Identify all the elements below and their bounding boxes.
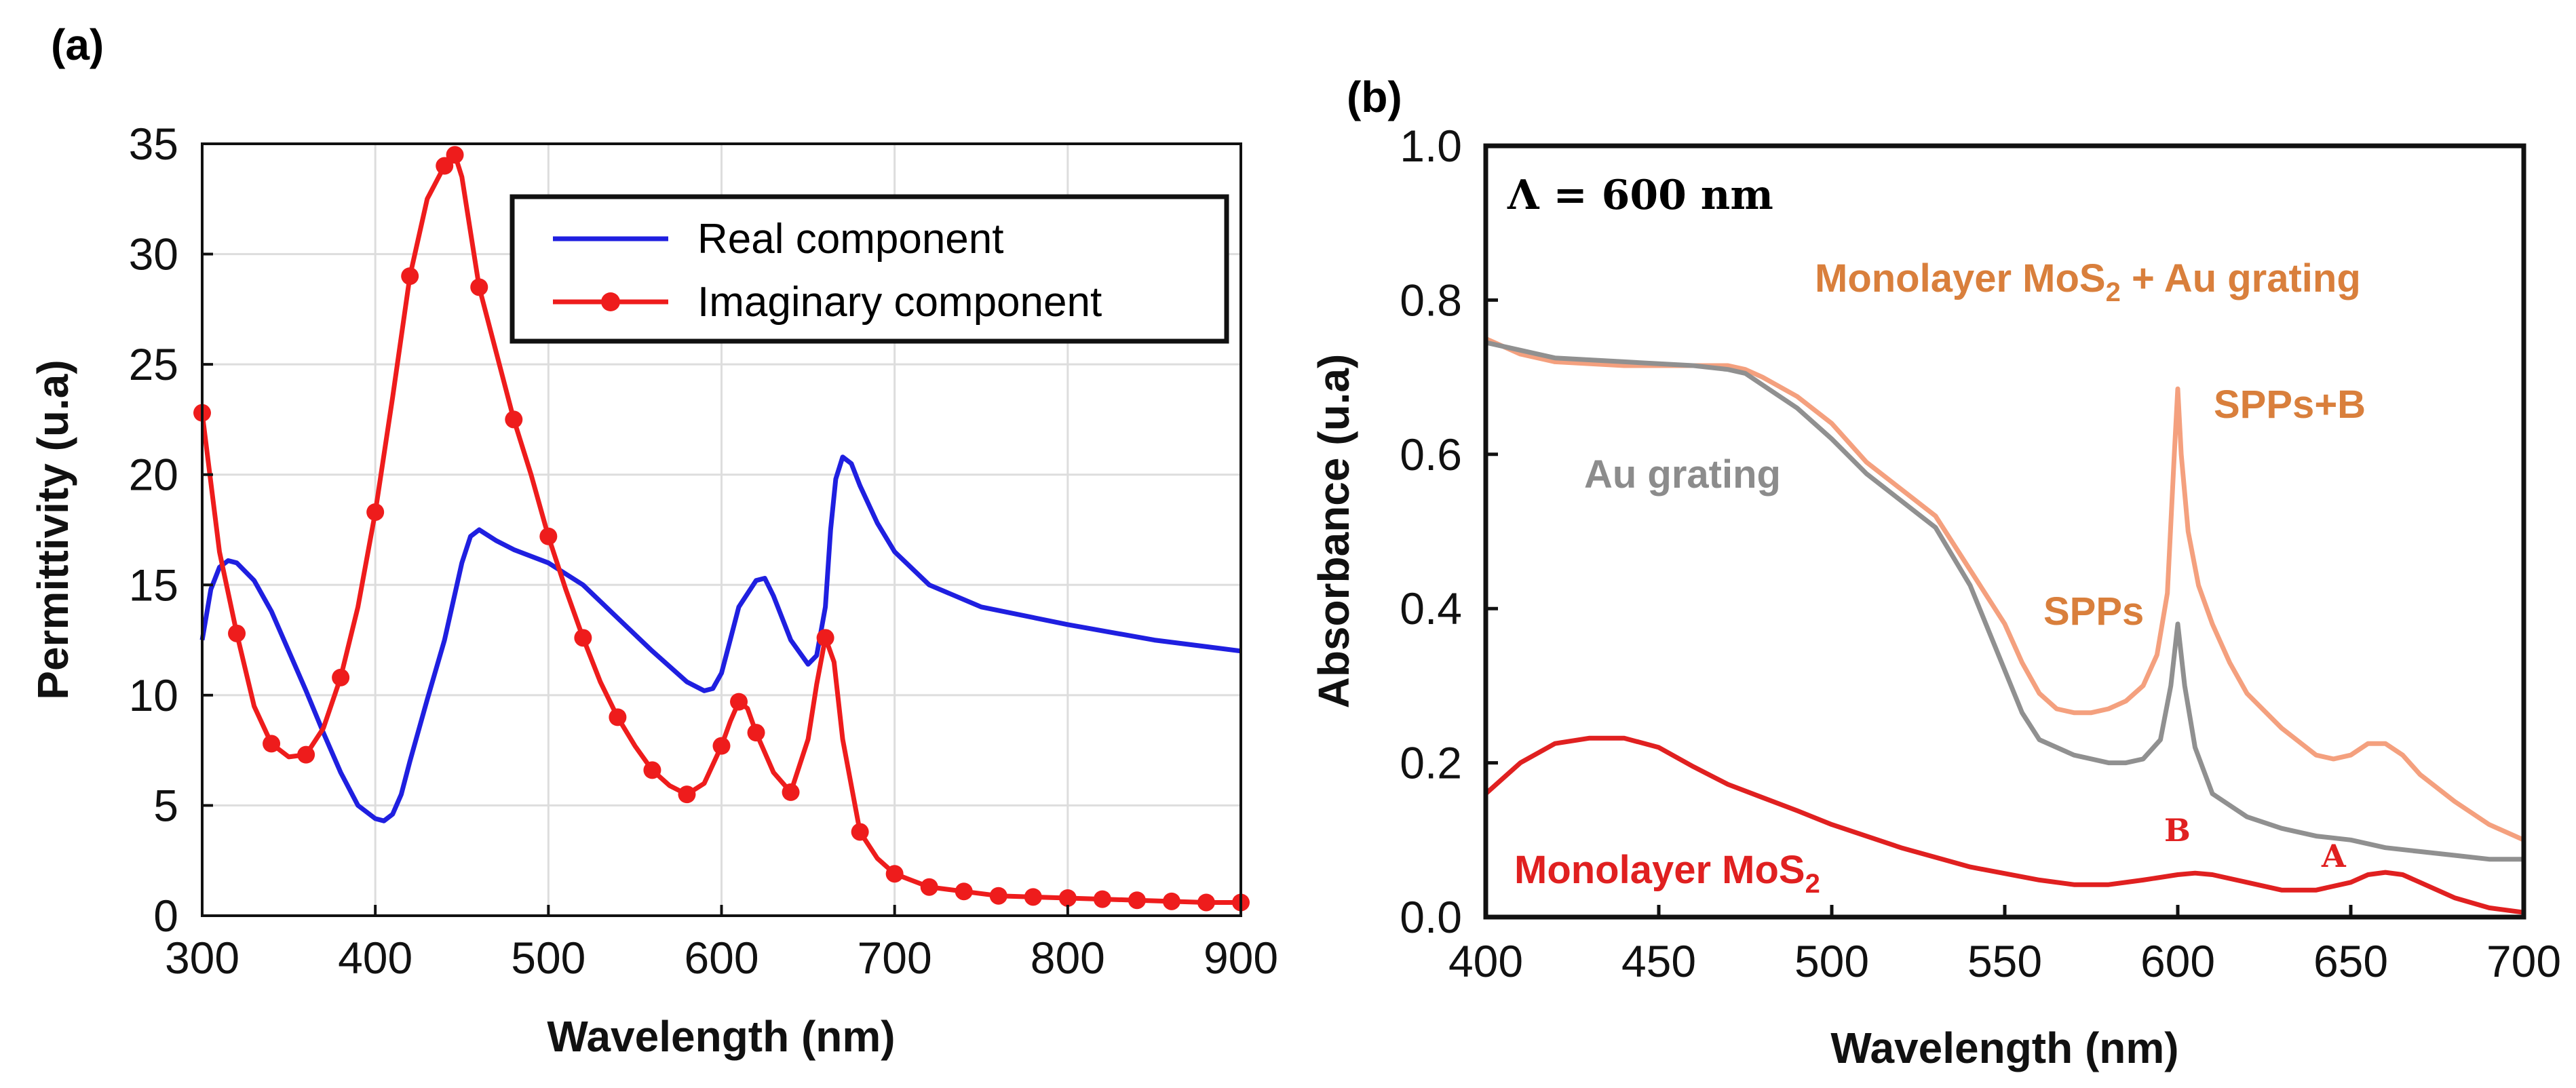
b-ann-mos2-sub: 2	[1805, 869, 1820, 899]
a-imag-marker	[436, 157, 454, 175]
a-imag-marker	[505, 410, 523, 429]
a-xtick-label: 600	[684, 933, 758, 983]
b-xtick-label: 550	[1967, 936, 2042, 986]
b-ticks: 400 450 500 550 600 650 700 0.0 0.2 0.4 0.6 0.8 1.0	[1400, 121, 2561, 986]
a-imag-marker	[782, 783, 800, 801]
a-imag-marker	[1093, 890, 1111, 908]
b-ann-mos2: Monolayer MoS2	[1514, 848, 1820, 899]
a-imag-marker	[228, 624, 246, 642]
a-imag-marker	[366, 503, 385, 521]
a-ticks: 300 400 500 600 700 800 900 0 5 10 15 20 25 30 35	[129, 119, 1278, 983]
a-imag-marker	[989, 887, 1007, 905]
b-ytick-label: 1.0	[1400, 121, 1462, 171]
a-xtick-label: 300	[165, 933, 239, 983]
a-xtick-label: 500	[511, 933, 585, 983]
b-xlabel: Wavelength (nm)	[1830, 1024, 2178, 1072]
a-xtick-label: 800	[1031, 933, 1105, 983]
a-imag-marker	[1162, 892, 1180, 910]
a-imag-marker	[816, 629, 834, 647]
a-ytick-label: 25	[129, 339, 178, 389]
b-inset-text: Λ = 600 nm	[1507, 172, 1773, 219]
b-xtick-label: 650	[2313, 936, 2388, 986]
b-ann-mos2-au-sub: 2	[2106, 277, 2121, 307]
panel-b: (b) 400 450 500 550 600 650 700 0.0 0.2 0.4 0.6 0.8…	[1309, 73, 2561, 1072]
a-imag-marker	[1128, 891, 1146, 910]
a-legend-real-label: Real component	[697, 216, 1004, 263]
b-xtick-label: 400	[1448, 936, 1523, 986]
a-ytick-label: 30	[129, 229, 178, 279]
a-ytick-label: 5	[153, 780, 178, 830]
a-xtick-label: 900	[1204, 933, 1278, 983]
b-series	[1484, 336, 2525, 915]
a-legend-imag-marker	[601, 292, 620, 311]
b-ann-a-peak: A	[2321, 838, 2347, 874]
a-imag-marker	[643, 761, 661, 779]
a-xtick-label: 400	[338, 933, 412, 983]
a-ytick-label: 10	[129, 670, 178, 720]
a-imag-marker	[1058, 889, 1077, 907]
a-ytick-label: 0	[153, 891, 178, 941]
panel-a-label: (a)	[51, 20, 104, 69]
b-au-grating-line	[1485, 340, 2524, 862]
a-ytick-label: 35	[129, 119, 178, 169]
b-ann-b-peak: B	[2164, 812, 2191, 849]
a-imag-marker	[1024, 888, 1042, 906]
b-ytick-label: 0.6	[1400, 429, 1462, 480]
a-imag-marker	[1197, 893, 1215, 912]
a-imag-marker	[539, 527, 558, 545]
a-imag-marker	[401, 267, 419, 286]
a-ylabel: Permittivity (u.a)	[28, 360, 77, 699]
a-imag-marker	[851, 823, 869, 841]
b-ytick-label: 0.0	[1400, 892, 1462, 942]
panel-a: (a) 300 400 500 600 700 800 90005101520253035 …	[28, 20, 1278, 1061]
a-imag-marker	[678, 785, 696, 804]
b-ann-au-grating: Au grating	[1584, 452, 1781, 497]
a-imag-marker	[885, 865, 904, 883]
b-mos2-au-line	[1484, 336, 2525, 842]
b-ann-mos2-au: Monolayer MoS2 + Au grating	[1815, 256, 2361, 307]
a-imag-marker	[332, 668, 350, 686]
b-ann-spps-b: SPPs+B	[2214, 383, 2366, 427]
panel-b-label: (b)	[1347, 73, 1402, 121]
a-ytick-label: 20	[129, 450, 178, 500]
a-imag-marker	[446, 146, 464, 164]
b-ann-mos2-main: Monolayer MoS	[1514, 848, 1805, 892]
b-xtick-label: 500	[1794, 936, 1869, 986]
a-real-line	[199, 454, 1242, 823]
a-xlabel: Wavelength (nm)	[547, 1012, 895, 1061]
a-imag-marker	[609, 708, 627, 726]
a-imag-marker	[470, 278, 488, 296]
b-ytick-label: 0.2	[1400, 738, 1462, 788]
b-xtick-label: 700	[2486, 936, 2561, 986]
a-xtick-label: 700	[858, 933, 932, 983]
a-imag-marker	[955, 882, 973, 901]
b-ann-mos2-au-suffix: + Au grating	[2121, 256, 2361, 300]
b-ylabel: Absorbance (u.a)	[1309, 354, 1358, 709]
a-imag-marker	[920, 878, 938, 896]
b-ytick-label: 0.8	[1400, 275, 1462, 325]
b-ytick-label: 0.4	[1400, 583, 1462, 634]
a-imag-marker	[574, 629, 592, 647]
a-imag-marker	[730, 693, 748, 711]
b-ann-mos2-au-main: Monolayer MoS	[1815, 256, 2106, 300]
a-imag-marker	[263, 735, 281, 753]
a-imag-marker	[297, 745, 315, 764]
a-legend-imag-label: Imaginary component	[697, 279, 1102, 326]
b-ann-spps: SPPs	[2043, 589, 2144, 634]
a-legend: Real component Imaginary component	[510, 194, 1229, 344]
a-imag-marker	[747, 724, 765, 742]
a-imag-marker	[712, 737, 731, 755]
a-series	[193, 146, 1250, 912]
b-xtick-label: 450	[1621, 936, 1696, 986]
b-xtick-label: 600	[2140, 936, 2215, 986]
a-legend-box	[510, 194, 1229, 344]
a-ytick-label: 15	[129, 560, 178, 610]
b-mos2-line	[1484, 735, 2524, 915]
